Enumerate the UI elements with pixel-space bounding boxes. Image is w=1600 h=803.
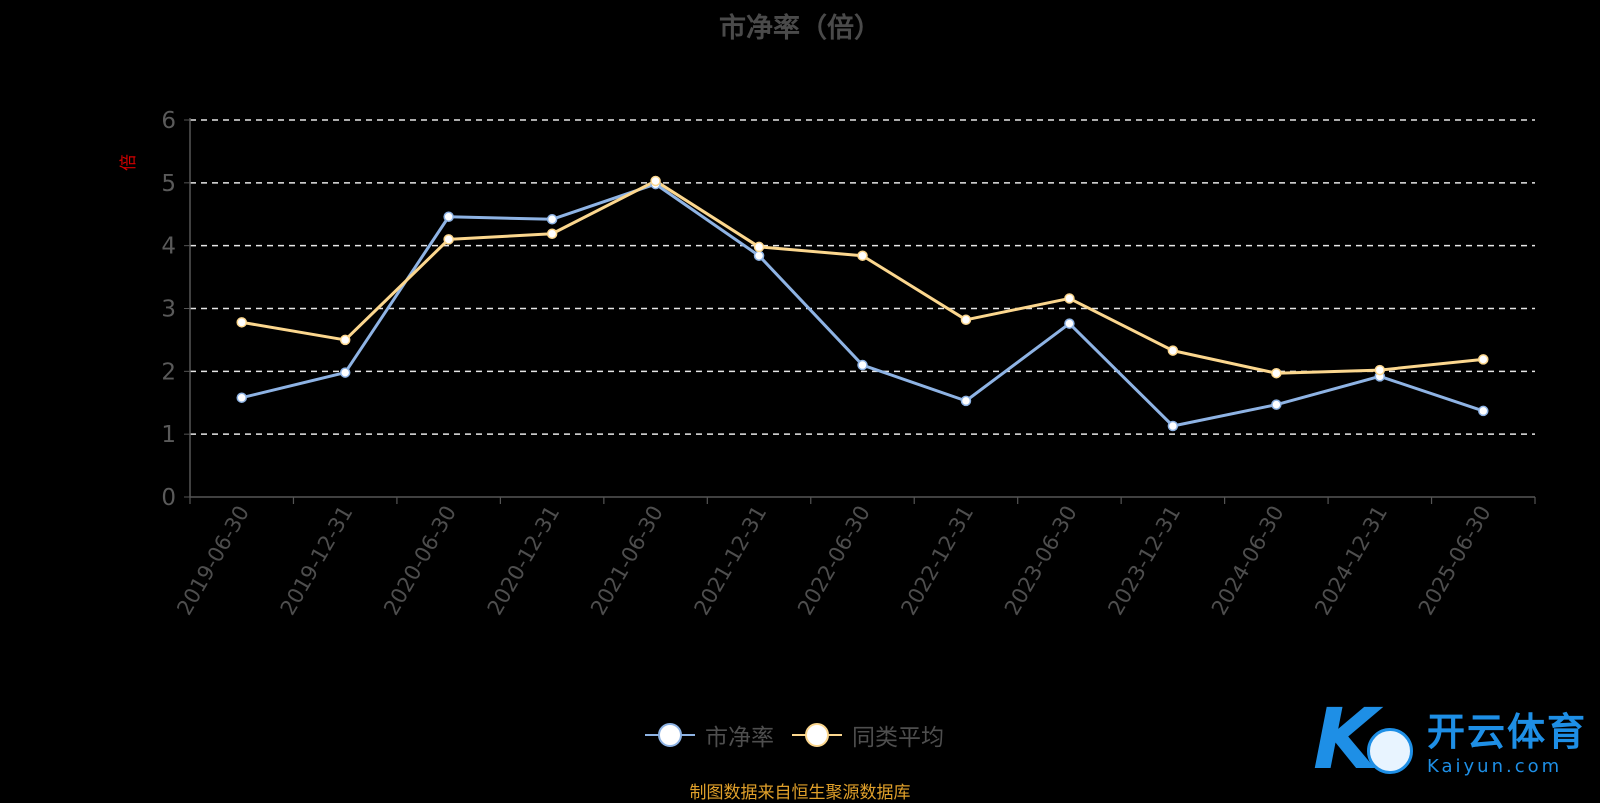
- legend-label-pb: 市净率: [705, 725, 774, 751]
- data-point-series-0: [1064, 318, 1075, 329]
- y-tick-label: 1: [161, 422, 176, 448]
- x-tick-label: 2024-12-31: [1310, 502, 1392, 620]
- y-tick-label: 4: [161, 234, 176, 260]
- x-tick-label: 2020-12-31: [483, 502, 565, 620]
- data-point-series-0: [1271, 399, 1282, 410]
- y-tick-label: 3: [161, 297, 176, 323]
- watermark-brand-cn: 开云体育: [1427, 710, 1588, 754]
- data-point-series-0: [339, 367, 351, 378]
- y-tick-label: 0: [161, 485, 176, 511]
- kaiyun-logo-icon: K: [1313, 696, 1421, 782]
- x-tick-label: 2025-06-30: [1414, 502, 1496, 620]
- legend-item-pb[interactable]: 市净率: [645, 718, 774, 752]
- soccer-ball-icon: [1367, 728, 1413, 774]
- data-point-series-1: [1064, 293, 1075, 304]
- data-point-series-0: [857, 359, 868, 371]
- x-tick-label: 2023-12-31: [1103, 502, 1185, 620]
- legend-label-peer-average: 同类平均: [852, 725, 944, 751]
- x-tick-label: 2023-06-30: [1000, 502, 1082, 620]
- data-point-series-1: [857, 250, 868, 261]
- data-point-series-1: [753, 241, 765, 253]
- data-point-series-1: [1167, 345, 1179, 356]
- data-point-series-0: [1167, 420, 1179, 432]
- y-axis-unit-label: 倍: [119, 154, 139, 171]
- chart-title: 市净率（倍）: [719, 13, 881, 44]
- data-point-series-1: [236, 317, 247, 328]
- series-lines: [236, 175, 1489, 432]
- x-tick-label: 2019-06-30: [172, 502, 254, 620]
- watermark: K 开云体育 Kaiyun.com: [1313, 696, 1587, 782]
- data-point-series-1: [546, 228, 558, 239]
- data-point-series-1: [339, 334, 351, 346]
- x-tick-label: 2024-06-30: [1207, 502, 1289, 620]
- x-tick-label: 2021-06-30: [586, 502, 668, 620]
- grid-lines: [190, 119, 1535, 435]
- data-point-series-1: [960, 314, 972, 326]
- x-tick-label: 2022-12-31: [896, 502, 978, 620]
- legend-swatch-peer-average: [792, 722, 842, 748]
- data-point-series-1: [1374, 364, 1386, 376]
- x-tick-label: 2020-06-30: [379, 501, 461, 619]
- data-point-series-0: [546, 214, 558, 225]
- data-point-series-1: [1271, 367, 1282, 379]
- legend-item-peer-average[interactable]: 同类平均: [792, 718, 944, 752]
- data-point-series-0: [1478, 405, 1489, 417]
- watermark-brand-en: Kaiyun.com: [1427, 756, 1563, 777]
- data-point-series-0: [236, 392, 247, 403]
- data-point-series-0: [960, 395, 972, 407]
- data-point-series-1: [443, 234, 454, 245]
- legend: 市净率 同类平均: [645, 718, 944, 752]
- legend-swatch-pb: [645, 722, 695, 748]
- series-line-0: [241, 182, 1484, 428]
- data-point-series-0: [443, 211, 454, 223]
- axes: 0 1 2 3 4 5 6 2019-06-30 2019-12-31 2020-06-30 202…: [161, 108, 1536, 620]
- data-point-series-0: [753, 250, 765, 261]
- x-tick-label: 2021-12-31: [690, 502, 772, 620]
- y-tick-label: 2: [161, 359, 176, 385]
- y-tick-label: 5: [161, 171, 176, 197]
- data-source-note: 制图数据来自恒生聚源数据库: [689, 783, 911, 803]
- x-tick-label: 2019-12-31: [276, 502, 358, 620]
- series-line-1: [241, 179, 1484, 375]
- y-tick-label: 6: [161, 108, 176, 134]
- data-point-series-1: [650, 175, 661, 187]
- data-point-series-1: [1478, 354, 1489, 365]
- x-tick-label: 2022-06-30: [793, 502, 875, 620]
